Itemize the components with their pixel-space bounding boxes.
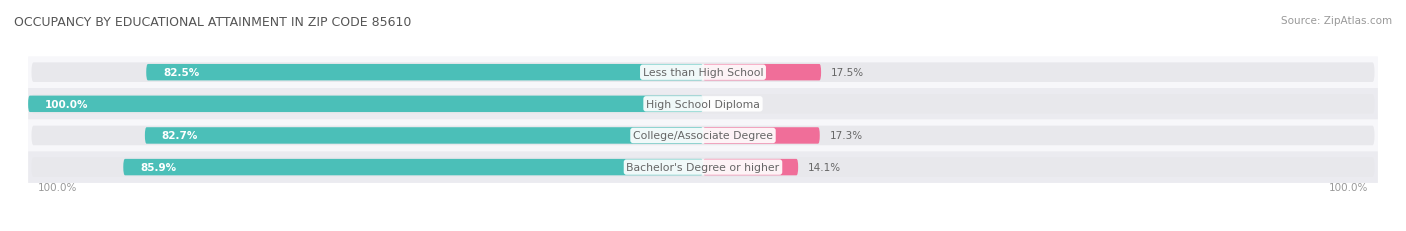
Text: 17.5%: 17.5% (831, 68, 865, 78)
Text: 14.1%: 14.1% (808, 162, 841, 172)
FancyBboxPatch shape (28, 120, 1378, 152)
Text: 0.0%: 0.0% (713, 99, 740, 109)
FancyBboxPatch shape (28, 89, 1378, 120)
Text: 100.0%: 100.0% (45, 99, 89, 109)
FancyBboxPatch shape (28, 96, 703, 112)
Text: Source: ZipAtlas.com: Source: ZipAtlas.com (1281, 16, 1392, 26)
FancyBboxPatch shape (31, 95, 1375, 114)
Text: 85.9%: 85.9% (141, 162, 176, 172)
Text: OCCUPANCY BY EDUCATIONAL ATTAINMENT IN ZIP CODE 85610: OCCUPANCY BY EDUCATIONAL ATTAINMENT IN Z… (14, 16, 412, 29)
FancyBboxPatch shape (31, 126, 1375, 146)
Text: College/Associate Degree: College/Associate Degree (633, 131, 773, 141)
Text: 82.7%: 82.7% (162, 131, 198, 141)
FancyBboxPatch shape (703, 65, 821, 81)
Text: Less than High School: Less than High School (643, 68, 763, 78)
Text: 100.0%: 100.0% (1329, 182, 1368, 192)
FancyBboxPatch shape (146, 65, 703, 81)
Text: 17.3%: 17.3% (830, 131, 863, 141)
FancyBboxPatch shape (31, 158, 1375, 177)
FancyBboxPatch shape (124, 159, 703, 176)
Text: High School Diploma: High School Diploma (647, 99, 759, 109)
FancyBboxPatch shape (28, 57, 1378, 89)
FancyBboxPatch shape (145, 128, 703, 144)
FancyBboxPatch shape (703, 159, 799, 176)
FancyBboxPatch shape (28, 152, 1378, 183)
Text: Bachelor's Degree or higher: Bachelor's Degree or higher (627, 162, 779, 172)
Text: 82.5%: 82.5% (163, 68, 200, 78)
FancyBboxPatch shape (31, 63, 1375, 83)
Text: 100.0%: 100.0% (38, 182, 77, 192)
FancyBboxPatch shape (703, 128, 820, 144)
